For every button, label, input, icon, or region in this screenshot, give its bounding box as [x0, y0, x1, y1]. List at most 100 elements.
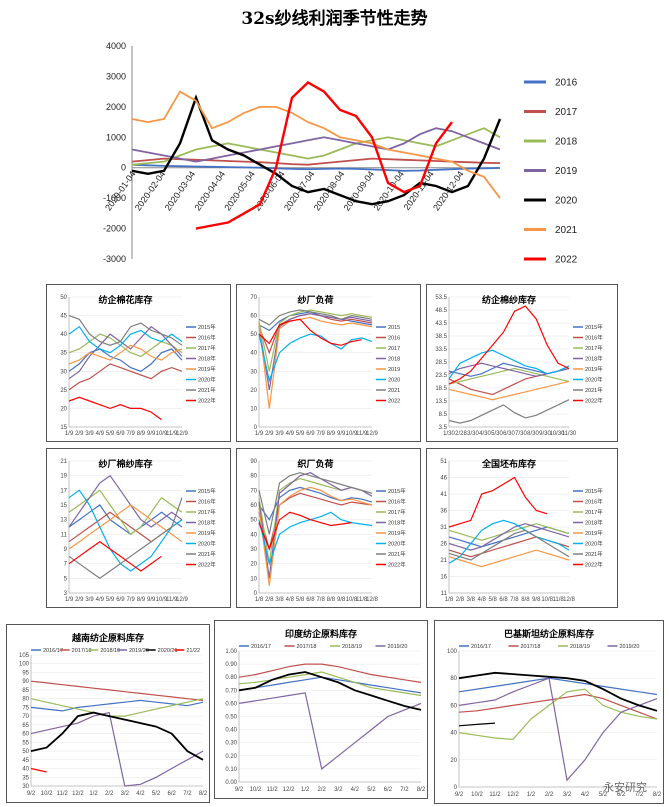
- x-tick-label: 10/8: [541, 597, 553, 603]
- y-tick-label: 21: [440, 558, 447, 564]
- y-tick-label: 95: [22, 670, 29, 676]
- series-line: [238, 692, 422, 770]
- x-tick-label: 1/9: [65, 431, 74, 437]
- y-tick-label: 0.20: [225, 754, 237, 760]
- x-tick-label: 9/2: [27, 791, 36, 797]
- y-tick-label: 40: [250, 532, 257, 538]
- legend-label: 2018: [388, 357, 400, 363]
- y-tick-label: 48.5: [435, 308, 447, 314]
- y-tick-label: 85: [22, 688, 29, 694]
- y-tick-label: 70: [250, 295, 257, 301]
- y-tick-label: 16: [440, 575, 447, 581]
- y-tick-label: 90: [22, 679, 29, 685]
- legend-label: 2019年: [198, 529, 216, 537]
- x-tick-label: 5/9: [106, 431, 115, 437]
- series-line: [68, 363, 183, 391]
- x-tick-label: 4/9: [286, 431, 295, 437]
- series-line: [238, 671, 422, 697]
- series-line: [238, 676, 422, 694]
- x-tick-label: 3/8: [467, 597, 476, 603]
- x-tick-label: 1/9: [65, 597, 74, 603]
- series-line: [448, 367, 570, 385]
- y-tick-label: 1.00: [225, 649, 237, 655]
- panel-title: 纺企棉纱库存: [482, 294, 536, 306]
- series-line: [68, 344, 183, 365]
- x-tick-label: 1/8: [445, 597, 454, 603]
- x-tick-label: 2/2: [545, 792, 554, 798]
- x-tick-label: 4/8: [478, 597, 487, 603]
- x-tick-label: 12/9: [176, 597, 188, 603]
- x-tick-label: 10/9: [346, 431, 358, 437]
- x-tick-label: 5/9: [106, 597, 115, 603]
- legend-label: 2020年: [388, 540, 406, 548]
- y-tick-label: 18.5: [435, 386, 447, 392]
- legend-label: 2018年: [198, 355, 216, 363]
- y-tick-label: 40: [450, 731, 457, 737]
- legend-label: 2019: [388, 367, 400, 373]
- series-line: [68, 348, 183, 372]
- legend-label: 2016/17: [251, 644, 271, 650]
- y-tick-label: 19: [60, 474, 67, 480]
- x-tick-label: 1/30: [443, 431, 455, 437]
- y-tick-label: 3.5: [439, 425, 448, 431]
- y-tick-label: 45: [22, 758, 29, 764]
- x-tick-label: 7/2: [400, 787, 409, 793]
- series-line: [258, 486, 373, 586]
- legend-label: 2018/19: [342, 644, 362, 650]
- y-tick-label: 0.70: [225, 688, 237, 694]
- y-tick-label: 11: [61, 532, 68, 538]
- x-tick-label: 10/9: [156, 597, 168, 603]
- y-tick-label: 3000: [106, 71, 126, 81]
- series-line: [448, 519, 570, 564]
- x-tick-label: 2/8: [265, 597, 274, 603]
- small-chart-5: 90 80 70 60 50 40 30 20 10 0 1/8 2/8 3/8 4/8 5/8 6/8 7/8…: [236, 448, 421, 608]
- series-line: [458, 677, 658, 696]
- series-line-2021: [131, 90, 501, 199]
- x-tick-label: 7/9: [126, 597, 135, 603]
- y-tick-label: 33.5: [435, 347, 447, 353]
- series-line: [448, 349, 570, 380]
- legend-label: 2016年: [585, 498, 603, 506]
- x-tick-label: 5/8: [296, 597, 305, 603]
- y-tick-label: 40: [250, 351, 257, 357]
- x-tick-label: 2/28: [455, 431, 467, 437]
- legend-label: 2018年: [388, 519, 406, 527]
- y-tick-label: 0: [454, 785, 458, 791]
- series-line: [68, 325, 183, 380]
- x-tick-label: 3/2: [121, 791, 130, 797]
- y-tick-label: 46: [440, 476, 447, 482]
- legend-label-2022: 2022: [555, 255, 578, 266]
- legend-label: 2020/21: [158, 648, 178, 654]
- legend-label: 2019/20: [388, 644, 408, 650]
- legend-label: 2020年: [585, 376, 603, 384]
- legend-label: 2016: [388, 336, 400, 342]
- legend-label: 2015年: [198, 487, 216, 495]
- x-tick-label: 11/9: [356, 431, 368, 437]
- x-tick-label: 6/8: [499, 597, 508, 603]
- series-line: [448, 549, 570, 568]
- x-tick-label: 2/9: [265, 431, 274, 437]
- legend-label: 2022年: [585, 397, 603, 405]
- legend-label: 2021年: [198, 550, 216, 558]
- y-tick-label: 50: [60, 295, 67, 301]
- y-tick-label: -2000: [103, 224, 126, 234]
- x-tick-label: 11/9: [166, 431, 178, 437]
- y-tick-label: 20: [250, 562, 257, 568]
- y-tick-label: 60: [250, 503, 257, 509]
- y-tick-label: 50: [22, 749, 29, 755]
- y-tick-label: 40: [22, 767, 29, 773]
- y-tick-label: 4000: [106, 41, 126, 51]
- x-tick-label: 10/2: [250, 787, 262, 793]
- x-tick-label: 3/9: [85, 431, 94, 437]
- y-tick-label: 60: [250, 314, 257, 320]
- panel-title: 纱厂负荷: [297, 294, 333, 306]
- x-tick-label: 5/2: [367, 787, 376, 793]
- legend-label-2021: 2021: [555, 225, 578, 236]
- x-tick-label: 7/9: [316, 431, 325, 437]
- series-line: [458, 677, 658, 782]
- series-line: [458, 688, 658, 741]
- x-tick-label: 6/9: [306, 431, 315, 437]
- y-tick-label: 0: [254, 425, 258, 431]
- series-line: [258, 511, 352, 551]
- y-tick-label: 2000: [106, 102, 126, 112]
